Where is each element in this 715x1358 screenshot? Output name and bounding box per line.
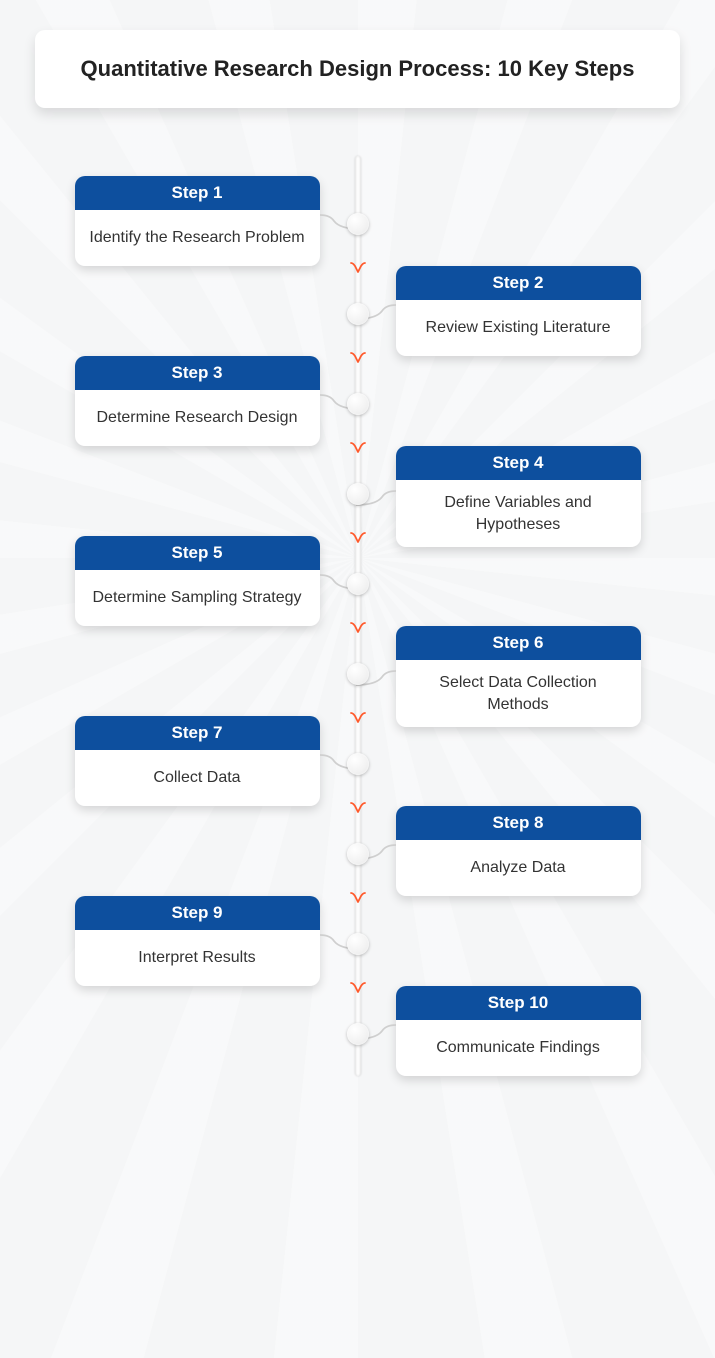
step-5: Step 5Determine Sampling Strategy bbox=[75, 536, 320, 626]
step-card: Step 9Interpret Results bbox=[75, 896, 320, 986]
step-10: Step 10Communicate Findings bbox=[396, 986, 641, 1076]
step-card: Step 7Collect Data bbox=[75, 716, 320, 806]
step-7: Step 7Collect Data bbox=[75, 716, 320, 806]
step-header: Step 2 bbox=[396, 266, 641, 300]
step-header: Step 3 bbox=[75, 356, 320, 390]
step-9: Step 9Interpret Results bbox=[75, 896, 320, 986]
timeline-node bbox=[347, 573, 369, 595]
timeline-node bbox=[347, 753, 369, 775]
timeline-node bbox=[347, 933, 369, 955]
step-header: Step 7 bbox=[75, 716, 320, 750]
step-4: Step 4Define Variables and Hypotheses bbox=[396, 446, 641, 547]
step-body: Communicate Findings bbox=[396, 1020, 641, 1076]
step-header: Step 4 bbox=[396, 446, 641, 480]
timeline-node bbox=[347, 213, 369, 235]
step-card: Step 3Determine Research Design bbox=[75, 356, 320, 446]
step-body: Select Data Collection Methods bbox=[396, 660, 641, 727]
step-body: Determine Research Design bbox=[75, 390, 320, 446]
step-card: Step 6Select Data Collection Methods bbox=[396, 626, 641, 727]
step-body: Define Variables and Hypotheses bbox=[396, 480, 641, 547]
step-card: Step 1Identify the Research Problem bbox=[75, 176, 320, 266]
chevron-down-icon bbox=[349, 621, 367, 637]
timeline-node bbox=[347, 303, 369, 325]
chevron-down-icon bbox=[349, 891, 367, 907]
step-card: Step 4Define Variables and Hypotheses bbox=[396, 446, 641, 547]
step-card: Step 5Determine Sampling Strategy bbox=[75, 536, 320, 626]
step-header: Step 10 bbox=[396, 986, 641, 1020]
step-1: Step 1Identify the Research Problem bbox=[75, 176, 320, 266]
step-body: Collect Data bbox=[75, 750, 320, 806]
chevron-down-icon bbox=[349, 711, 367, 727]
step-body: Determine Sampling Strategy bbox=[75, 570, 320, 626]
step-card: Step 8Analyze Data bbox=[396, 806, 641, 896]
title-card: Quantitative Research Design Process: 10… bbox=[35, 30, 680, 108]
timeline-node bbox=[347, 483, 369, 505]
chevron-down-icon bbox=[349, 351, 367, 367]
step-body: Review Existing Literature bbox=[396, 300, 641, 356]
chevron-down-icon bbox=[349, 261, 367, 277]
step-card: Step 10Communicate Findings bbox=[396, 986, 641, 1076]
chevron-down-icon bbox=[349, 801, 367, 817]
step-8: Step 8Analyze Data bbox=[396, 806, 641, 896]
step-3: Step 3Determine Research Design bbox=[75, 356, 320, 446]
timeline-node bbox=[347, 843, 369, 865]
page-title: Quantitative Research Design Process: 10… bbox=[65, 56, 650, 82]
step-header: Step 1 bbox=[75, 176, 320, 210]
timeline-node bbox=[347, 393, 369, 415]
step-card: Step 2Review Existing Literature bbox=[396, 266, 641, 356]
step-header: Step 8 bbox=[396, 806, 641, 840]
timeline: Step 1Identify the Research ProblemStep … bbox=[35, 156, 680, 1076]
container: Quantitative Research Design Process: 10… bbox=[0, 0, 715, 1116]
step-header: Step 9 bbox=[75, 896, 320, 930]
step-body: Interpret Results bbox=[75, 930, 320, 986]
chevron-down-icon bbox=[349, 531, 367, 547]
step-body: Analyze Data bbox=[396, 840, 641, 896]
chevron-down-icon bbox=[349, 981, 367, 997]
step-header: Step 5 bbox=[75, 536, 320, 570]
step-body: Identify the Research Problem bbox=[75, 210, 320, 266]
step-2: Step 2Review Existing Literature bbox=[396, 266, 641, 356]
step-header: Step 6 bbox=[396, 626, 641, 660]
timeline-node bbox=[347, 1023, 369, 1045]
step-6: Step 6Select Data Collection Methods bbox=[396, 626, 641, 727]
chevron-down-icon bbox=[349, 441, 367, 457]
timeline-node bbox=[347, 663, 369, 685]
